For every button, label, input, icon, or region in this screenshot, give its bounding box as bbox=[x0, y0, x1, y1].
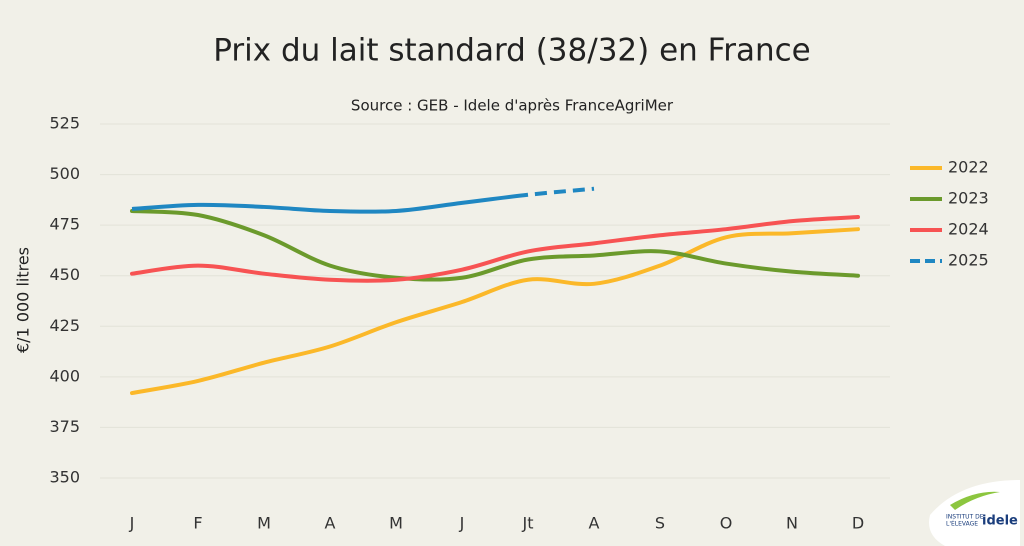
x-tick-label: Jt bbox=[522, 514, 534, 533]
y-axis-label: €/1 000 litres bbox=[14, 247, 33, 353]
y-tick-label: 375 bbox=[49, 417, 80, 436]
line-series bbox=[130, 215, 860, 283]
x-tick-label: N bbox=[786, 514, 798, 533]
y-tick-label: 450 bbox=[49, 265, 80, 284]
y-tick-label: 475 bbox=[49, 215, 80, 234]
x-tick-label: A bbox=[589, 514, 600, 533]
y-tick-label: 425 bbox=[49, 316, 80, 335]
logo-text: L'ÉLEVAGE bbox=[946, 520, 978, 528]
x-tick-label: A bbox=[325, 514, 336, 533]
y-tick-label: 500 bbox=[49, 164, 80, 183]
chart-title: Prix du lait standard (38/32) en France bbox=[213, 33, 811, 69]
legend-label: 2024 bbox=[948, 220, 989, 239]
line-series bbox=[131, 186, 595, 214]
x-tick-label: J bbox=[129, 514, 135, 533]
x-tick-label: D bbox=[852, 514, 864, 533]
line-series bbox=[130, 208, 860, 282]
x-tick-label: S bbox=[655, 514, 665, 533]
legend-label: 2022 bbox=[948, 158, 989, 177]
logo-text: INSTITUT DE bbox=[946, 514, 984, 521]
logo-shape bbox=[929, 480, 1020, 546]
legend-label: 2023 bbox=[948, 189, 989, 208]
y-tick-label: 400 bbox=[49, 366, 80, 385]
logo-brand: idele bbox=[982, 514, 1018, 529]
logo-leaf bbox=[950, 491, 1000, 510]
x-tick-label: F bbox=[193, 514, 202, 533]
line-series bbox=[130, 227, 860, 396]
legend-label: 2025 bbox=[948, 251, 989, 270]
x-tick-label: M bbox=[257, 514, 271, 533]
x-tick-label: J bbox=[459, 514, 465, 533]
logo: INSTITUT DE L'ÉLEVAGE idele bbox=[929, 480, 1020, 546]
chart-subtitle: Source : GEB - Idele d'après FranceAgriM… bbox=[351, 97, 674, 115]
y-tick-label: 525 bbox=[49, 114, 80, 133]
y-tick-label: 350 bbox=[49, 468, 80, 487]
x-tick-label: O bbox=[720, 514, 733, 533]
x-tick-label: M bbox=[389, 514, 403, 533]
